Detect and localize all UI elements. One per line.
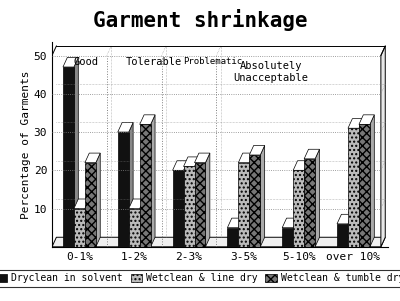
Polygon shape	[304, 161, 308, 247]
Polygon shape	[63, 57, 78, 67]
Bar	[348, 128, 359, 247]
Polygon shape	[206, 153, 210, 247]
Bar	[63, 67, 74, 247]
Polygon shape	[348, 119, 363, 128]
Polygon shape	[348, 214, 352, 247]
Bar	[140, 124, 151, 247]
Polygon shape	[151, 115, 155, 247]
Polygon shape	[370, 115, 374, 247]
Polygon shape	[238, 153, 254, 163]
Polygon shape	[194, 153, 210, 163]
Bar	[227, 228, 238, 247]
Polygon shape	[304, 149, 320, 159]
Polygon shape	[74, 199, 89, 209]
Bar	[172, 170, 184, 247]
Polygon shape	[249, 145, 265, 155]
Polygon shape	[129, 123, 133, 247]
Bar	[337, 224, 348, 247]
Polygon shape	[315, 149, 320, 247]
Polygon shape	[85, 199, 89, 247]
Polygon shape	[184, 161, 188, 247]
Polygon shape	[249, 153, 254, 247]
Polygon shape	[96, 153, 100, 247]
Bar	[194, 163, 206, 247]
Polygon shape	[282, 218, 298, 228]
Bar	[282, 228, 293, 247]
Legend: Dryclean in solvent, Wetclean & line dry, Wetclean & tumble dry: Dryclean in solvent, Wetclean & line dry…	[0, 269, 400, 287]
Bar	[74, 209, 85, 247]
Polygon shape	[172, 161, 188, 170]
Bar	[129, 209, 140, 247]
Polygon shape	[140, 115, 155, 124]
Bar	[249, 155, 260, 247]
Polygon shape	[140, 199, 144, 247]
Text: Absolutely
Unacceptable: Absolutely Unacceptable	[234, 61, 309, 83]
Polygon shape	[194, 157, 199, 247]
Polygon shape	[293, 218, 298, 247]
Bar	[85, 163, 96, 247]
Polygon shape	[227, 218, 243, 228]
Text: Tolerable: Tolerable	[126, 57, 182, 67]
Bar	[238, 163, 249, 247]
Text: Good: Good	[74, 57, 99, 67]
Bar	[293, 170, 304, 247]
Bar	[359, 124, 370, 247]
Bar	[184, 166, 194, 247]
Polygon shape	[74, 57, 78, 247]
Bar	[304, 159, 315, 247]
Text: Problematic: Problematic	[184, 57, 243, 67]
Polygon shape	[359, 115, 374, 124]
Bar	[118, 132, 129, 247]
Polygon shape	[337, 214, 352, 224]
Polygon shape	[260, 145, 265, 247]
Text: Garment shrinkage: Garment shrinkage	[93, 9, 307, 31]
Polygon shape	[381, 46, 385, 247]
Polygon shape	[52, 237, 385, 247]
Polygon shape	[184, 157, 199, 166]
Y-axis label: Percentage of Garments: Percentage of Garments	[21, 70, 31, 219]
Polygon shape	[85, 153, 100, 163]
Polygon shape	[118, 123, 133, 132]
Polygon shape	[238, 218, 243, 247]
Polygon shape	[293, 161, 308, 170]
Polygon shape	[359, 119, 363, 247]
Polygon shape	[129, 199, 144, 209]
